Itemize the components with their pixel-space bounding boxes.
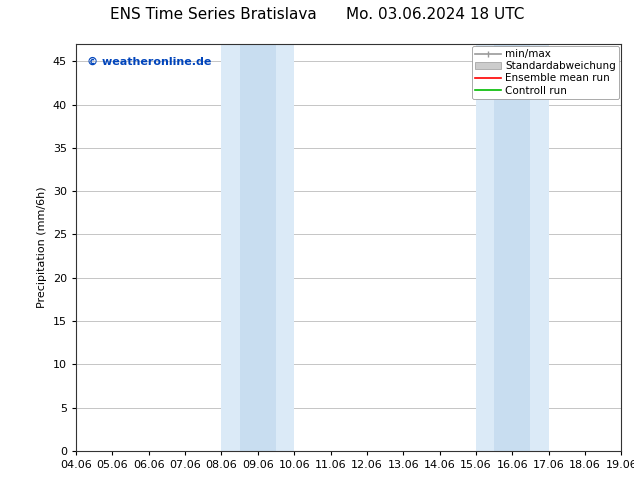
Legend: min/max, Standardabweichung, Ensemble mean run, Controll run: min/max, Standardabweichung, Ensemble me… [472, 46, 619, 98]
Bar [476, 44, 548, 451]
Text: © weatheronline.de: © weatheronline.de [87, 56, 211, 66]
Bar [240, 44, 276, 451]
Y-axis label: Precipitation (mm/6h): Precipitation (mm/6h) [37, 187, 48, 308]
Bar [494, 44, 531, 451]
Text: ENS Time Series Bratislava      Mo. 03.06.2024 18 UTC: ENS Time Series Bratislava Mo. 03.06.202… [110, 7, 524, 23]
Bar [221, 44, 294, 451]
